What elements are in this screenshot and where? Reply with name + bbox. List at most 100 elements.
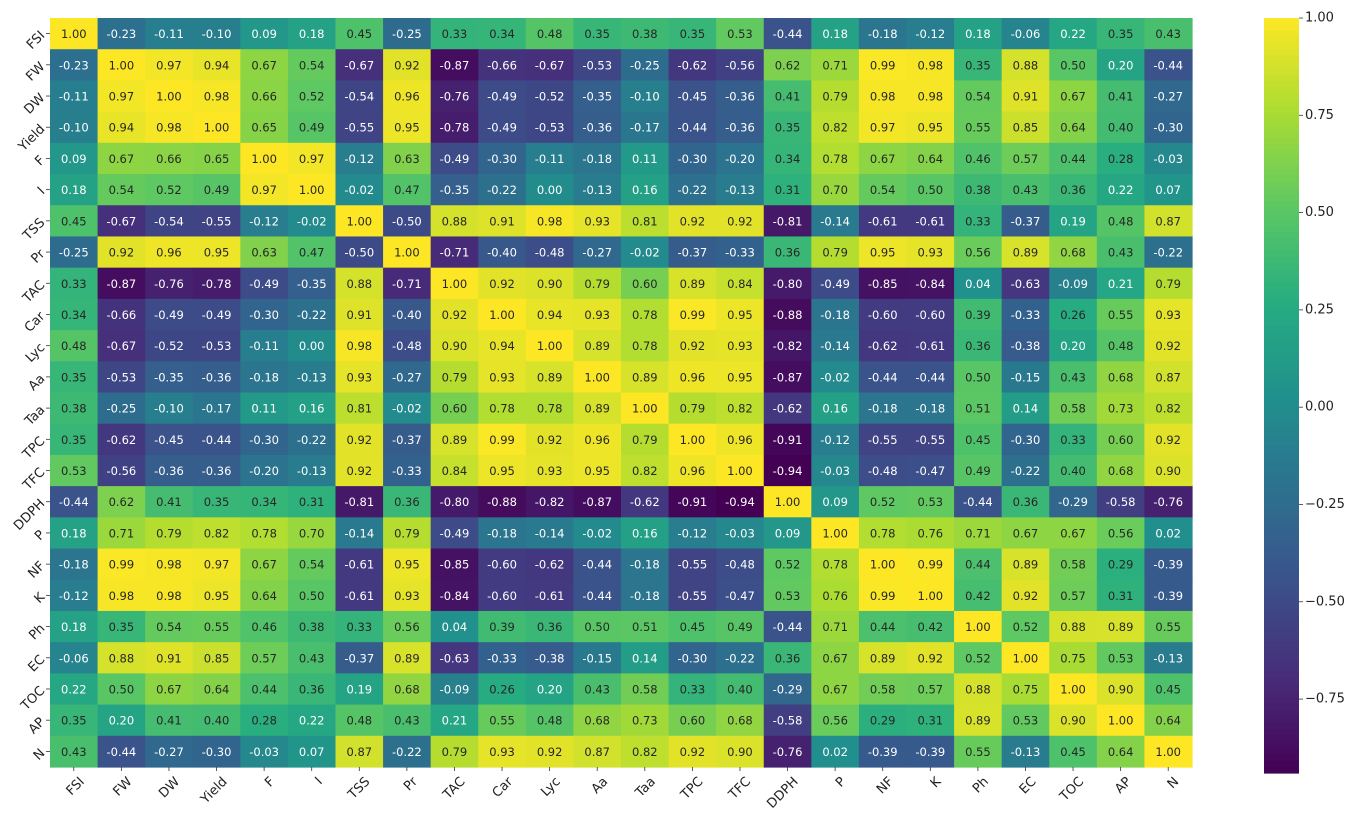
heatmap-cell-Car-Taa (621, 298, 670, 331)
y-tick-label-EC: EC (25, 652, 48, 675)
cell-value-AP-TAC: 0.21 (442, 714, 468, 728)
heatmap-cell-K-TAC (430, 579, 479, 612)
heatmap-cell-Aa-TOC (1049, 361, 1098, 394)
heatmap-cell-Ph-Yield (192, 610, 241, 643)
cell-value-EC-N: -0.13 (1153, 651, 1183, 665)
cell-value-FSI-NF: -0.18 (868, 27, 898, 41)
cell-value-EC-NF: 0.89 (870, 651, 896, 665)
heatmap-cell-Yield-TSS (335, 111, 384, 144)
cell-value-I-I: 1.00 (299, 183, 325, 197)
heatmap-cell-DDPH-TSS (335, 486, 384, 518)
heatmap-cell-I-TSS (335, 174, 384, 206)
colorbar-segment (1264, 43, 1299, 51)
heatmap-cell-EC-FW (97, 642, 146, 674)
y-tick-label-Ph: Ph (26, 621, 48, 643)
heatmap-cell-TOC-TAC (430, 673, 479, 706)
cell-value-TOC-Pr: 0.68 (394, 682, 420, 696)
cell-value-Yield-Car: -0.49 (487, 121, 517, 135)
heatmap-cell-Lyc-Taa (621, 330, 670, 362)
heatmap-cell-P-Aa (573, 517, 622, 550)
heatmap-cell-TSS-Yield (192, 205, 241, 238)
heatmap-cell-Ph-Lyc (525, 610, 575, 643)
heatmap-cell-DW-P (811, 80, 860, 113)
heatmap-cell-TOC-Car (478, 673, 527, 706)
heatmap-cell-I-FSI (50, 174, 99, 206)
cell-value-K-F: 0.64 (251, 589, 277, 603)
heatmap-cell-N-TOC (1049, 735, 1098, 768)
heatmap-cell-EC-Ph (954, 642, 1003, 674)
cell-value-TPC-FSI: 0.35 (61, 433, 87, 447)
cell-value-P-TPC: -0.12 (677, 526, 707, 540)
cell-value-Yield-EC: 0.85 (1013, 121, 1039, 135)
cell-value-F-N: -0.03 (1153, 152, 1183, 166)
heatmap-cell-TAC-P (811, 267, 860, 300)
cell-value-TFC-N: 0.90 (1155, 464, 1181, 478)
heatmap-cell-TPC-TOC (1049, 423, 1098, 456)
heatmap-cell-Ph-Aa (573, 610, 622, 643)
heatmap-cell-TSS-TFC (716, 205, 765, 238)
heatmap-cell-FSI-TSS (335, 18, 384, 50)
heatmap-cell-Lyc-Pr (383, 330, 432, 362)
cell-value-Yield-I: 0.49 (299, 121, 325, 135)
colorbar-segment (1264, 684, 1299, 692)
cell-value-TSS-TSS: 1.00 (346, 214, 372, 228)
cell-value-Pr-Pr: 1.00 (394, 246, 420, 260)
x-tick-label-TPC: TPC (678, 774, 707, 803)
heatmap-cell-Ph-N (1144, 610, 1193, 643)
cell-value-F-TAC: -0.49 (440, 152, 470, 166)
heatmap-cell-DDPH-EC (1001, 486, 1050, 518)
cell-value-Yield-Yield: 1.00 (204, 121, 230, 135)
heatmap-cell-AP-Aa (573, 704, 622, 737)
y-tick-label-Car: Car (22, 309, 49, 336)
cell-value-FW-DW: 0.97 (156, 58, 182, 72)
cell-value-TPC-Aa: 0.96 (584, 433, 610, 447)
cell-value-TSS-Ph: 0.33 (965, 214, 991, 228)
x-tick-label-NF: NF (874, 774, 897, 797)
heatmap-cell-Car-Ph (954, 298, 1003, 331)
heatmap-cell-TOC-Yield (192, 673, 241, 706)
colorbar-segment (1264, 288, 1299, 296)
heatmap-cell-P-I (287, 517, 337, 550)
heatmap-cell-Lyc-DW (145, 330, 194, 362)
cell-value-TOC-I: 0.36 (299, 682, 325, 696)
cell-value-AP-DW: 0.41 (156, 714, 182, 728)
heatmap-cell-NF-N (1144, 548, 1193, 581)
heatmap-cell-TSS-Pr (383, 205, 432, 238)
colorbar-segment (1264, 584, 1299, 592)
colorbar-segment (1264, 640, 1299, 648)
colorbar-segment (1264, 559, 1299, 566)
heatmap-cell-TFC-TPC (668, 454, 717, 487)
colorbar-segment (1264, 445, 1299, 453)
colorbar-segment (1264, 458, 1299, 466)
heatmap-cell-EC-I (287, 642, 337, 674)
cell-value-TPC-I: -0.22 (297, 433, 327, 447)
cell-value-EC-Aa: -0.15 (582, 651, 612, 665)
heatmap-cell-EC-TFC (716, 642, 765, 674)
cell-value-TPC-TPC: 1.00 (680, 433, 706, 447)
cell-value-Lyc-FW: -0.67 (106, 339, 136, 353)
heatmap-cell-FW-NF (858, 49, 908, 82)
cell-value-NF-TOC: 0.58 (1060, 558, 1086, 572)
cell-value-Taa-Pr: -0.02 (392, 402, 422, 416)
heatmap-cell-I-Aa (573, 174, 622, 206)
heatmap-cell-DW-EC (1001, 80, 1050, 113)
cell-value-F-EC: 0.57 (1013, 152, 1039, 166)
cell-value-AP-N: 0.64 (1155, 714, 1181, 728)
cell-value-P-TAC: -0.49 (440, 526, 470, 540)
cell-value-K-Ph: 0.42 (965, 589, 991, 603)
heatmap-cell-TSS-TOC (1049, 205, 1098, 238)
heatmap-cell-NF-Lyc (525, 548, 575, 581)
cell-value-Ph-TPC: 0.45 (680, 620, 706, 634)
heatmap-cell-DDPH-Ph (954, 486, 1003, 518)
cell-value-N-DDPH: -0.76 (773, 745, 803, 759)
cell-value-DW-Yield: 0.98 (204, 90, 230, 104)
cell-value-Taa-Yield: -0.17 (202, 402, 232, 416)
cell-value-TAC-DDPH: -0.80 (773, 277, 803, 291)
cell-value-TSS-EC: -0.37 (1011, 214, 1041, 228)
heatmap-cell-I-Lyc (525, 174, 575, 206)
cell-value-TFC-TPC: 0.96 (680, 464, 706, 478)
cell-value-P-I: 0.70 (299, 526, 325, 540)
cell-value-EC-DW: 0.91 (156, 651, 182, 665)
heatmap-cell-P-DDPH (763, 517, 812, 550)
